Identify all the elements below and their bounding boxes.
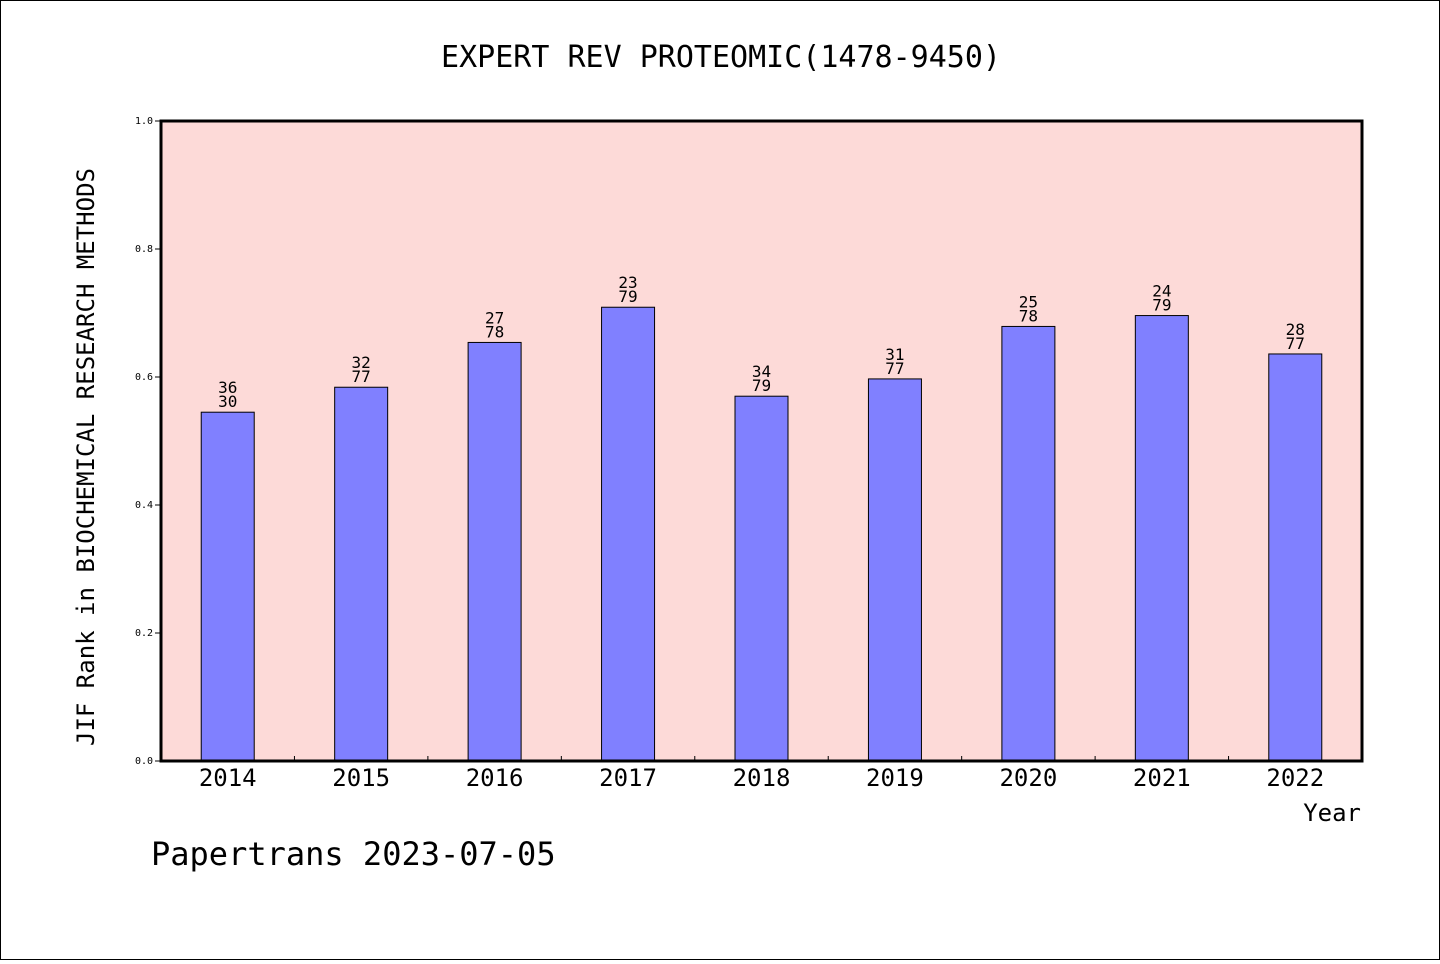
bar [1001,325,1056,762]
bar-label-total: 78 [485,322,504,341]
bar [734,395,789,762]
x-tick-label: 2019 [866,764,924,792]
bar [601,306,656,762]
plot-border [159,119,1364,763]
bar [334,386,389,762]
x-tick-label: 2017 [599,764,657,792]
bar-label-rank: 34 [752,362,771,381]
bar-label-total: 79 [752,376,771,395]
bar-label-total: 78 [1019,306,1038,325]
bar [1134,315,1189,762]
y-tick-label: 0.6 [135,372,153,383]
bar-label-rank: 25 [1019,292,1038,311]
chart-title: EXPERT REV PROTEOMIC(1478-9450) [441,40,1001,75]
bar-label-rank: 31 [885,345,904,364]
bar [200,411,255,762]
bar [1268,353,1323,762]
bar-label-total: 77 [352,367,371,386]
x-tick-label: 2018 [733,764,791,792]
bar-label-total: 77 [885,359,904,378]
bar-label-total: 79 [618,287,637,306]
x-tick-label: 2015 [332,764,390,792]
bar [867,378,922,762]
y-tick-label: 0.0 [135,756,153,767]
x-axis-label: Year [1303,799,1361,827]
bar-label-rank: 28 [1286,320,1305,339]
footer-text: Papertrans 2023-07-05 [151,835,556,873]
x-tick-label: 2021 [1133,764,1191,792]
bar-label-total: 77 [1286,334,1305,353]
bar-label-total: 79 [1152,296,1171,315]
bar-label-rank: 23 [618,273,637,292]
bar-label-rank: 36 [218,378,237,397]
bar-label-rank: 24 [1152,282,1171,301]
y-tick-label: 1.0 [135,116,153,127]
x-tick-label: 2022 [1266,764,1324,792]
y-tick-label: 0.8 [135,244,153,255]
x-tick-label: 2016 [466,764,524,792]
x-tick-label: 2020 [999,764,1057,792]
bar-label-rank: 27 [485,308,504,327]
y-tick-label: 0.2 [135,628,153,639]
bar-label-total: 30 [218,392,237,411]
bar [467,341,522,762]
bar-label-rank: 32 [352,353,371,372]
y-tick-label: 0.4 [135,500,153,511]
x-tick-label: 2014 [199,764,257,792]
y-axis-label: JIF Rank in BIOCHEMICAL RESEARCH METHODS [72,168,100,746]
plot-area: 0.00.20.40.60.81.03630201432772015277820… [135,116,1364,792]
